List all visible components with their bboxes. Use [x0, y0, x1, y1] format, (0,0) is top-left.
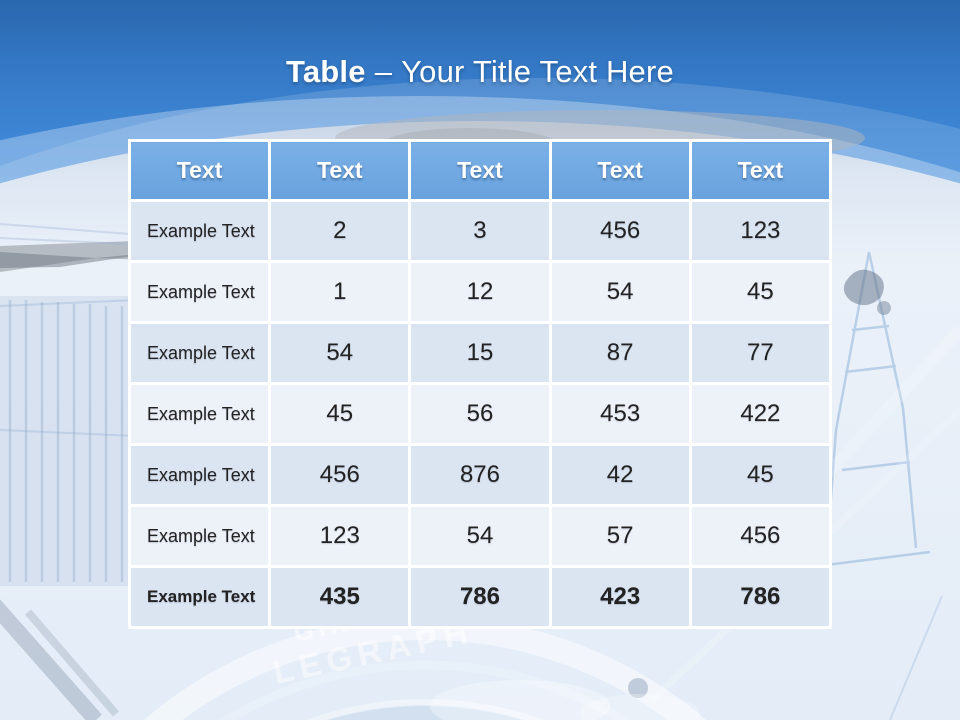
value-cell: 2: [268, 199, 412, 263]
value-cell: 786: [688, 565, 833, 629]
row-label: Example Text: [127, 260, 272, 324]
column-header: Text: [127, 139, 272, 202]
data-table-container: Text Text Text Text Text Example Text 2 3 4…: [127, 139, 833, 629]
value-cell: 3: [408, 199, 552, 263]
row-label: Example Text: [127, 382, 272, 446]
column-header: Text: [688, 139, 833, 202]
column-header: Text: [268, 139, 412, 202]
row-label: Example Text: [127, 199, 272, 263]
table-row: Example Text 123 54 57 456: [127, 504, 833, 568]
value-cell: 54: [548, 260, 692, 324]
table-row: Example Text 1 12 54 45: [127, 260, 833, 324]
value-cell: 45: [268, 382, 412, 446]
slide-title-word: Table: [286, 54, 366, 89]
table-row: Example Text 456 876 42 45: [127, 443, 833, 507]
table-row: Example Text 2 3 456 123: [127, 199, 833, 263]
value-cell: 123: [688, 199, 833, 263]
value-cell: 45: [688, 260, 833, 324]
value-cell: 87: [548, 321, 692, 385]
value-cell: 57: [548, 504, 692, 568]
value-cell: 45: [688, 443, 833, 507]
value-cell: 56: [408, 382, 552, 446]
table-row: Example Text 435 786 423 786: [127, 565, 833, 629]
value-cell: 453: [548, 382, 692, 446]
table-row: Example Text 54 15 87 77: [127, 321, 833, 385]
value-cell: 456: [548, 199, 692, 263]
table-row: Example Text 45 56 453 422: [127, 382, 833, 446]
table-header-row: Text Text Text Text Text: [127, 139, 833, 202]
value-cell: 423: [548, 565, 692, 629]
row-label: Example Text: [127, 504, 272, 568]
slide-title-subtitle: Your Title Text Here: [401, 54, 674, 89]
value-cell: 12: [408, 260, 552, 324]
value-cell: 42: [548, 443, 692, 507]
row-label: Example Text: [127, 565, 272, 629]
value-cell: 123: [268, 504, 412, 568]
column-header: Text: [548, 139, 692, 202]
value-cell: 77: [688, 321, 833, 385]
row-label: Example Text: [127, 443, 272, 507]
value-cell: 876: [408, 443, 552, 507]
value-cell: 435: [268, 565, 412, 629]
table-body: Example Text 2 3 456 123 Example Text 1 12 54 45 E…: [127, 199, 833, 629]
value-cell: 456: [688, 504, 833, 568]
value-cell: 1: [268, 260, 412, 324]
value-cell: 456: [268, 443, 412, 507]
value-cell: 786: [408, 565, 552, 629]
value-cell: 422: [688, 382, 833, 446]
slide-title: Table – Your Title Text Here: [0, 54, 960, 90]
data-table: Text Text Text Text Text Example Text 2 3 4…: [127, 139, 833, 629]
slide-title-separator: –: [374, 54, 393, 89]
value-cell: 54: [408, 504, 552, 568]
row-label: Example Text: [127, 321, 272, 385]
value-cell: 54: [268, 321, 412, 385]
column-header: Text: [408, 139, 552, 202]
value-cell: 15: [408, 321, 552, 385]
